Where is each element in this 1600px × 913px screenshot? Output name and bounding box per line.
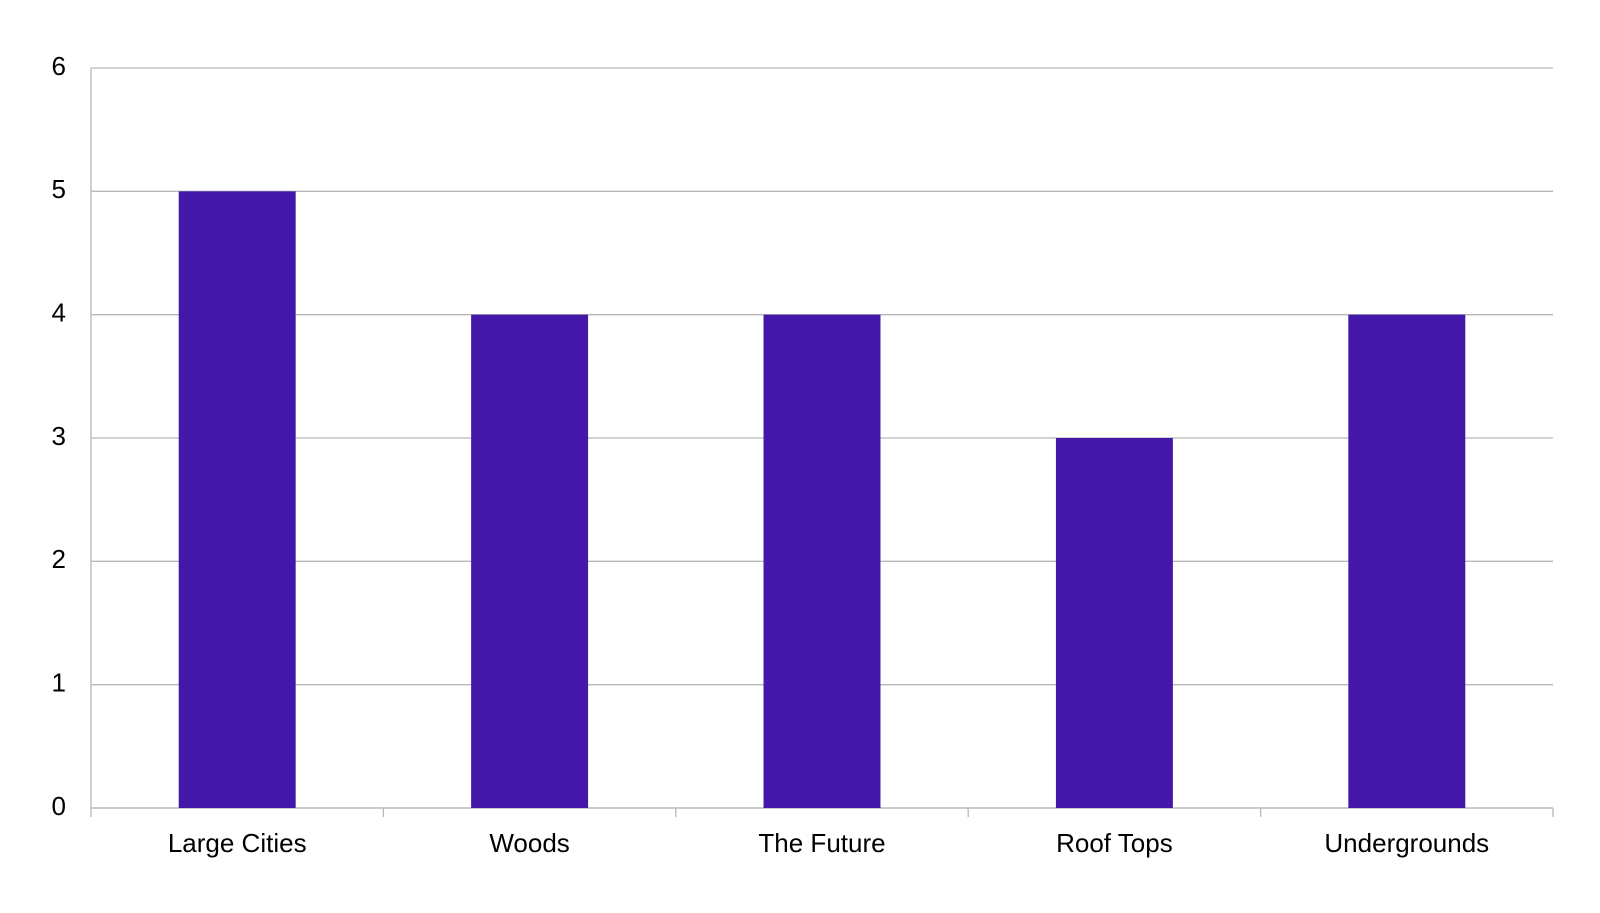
bar	[763, 314, 881, 808]
bar	[471, 314, 589, 808]
bar	[178, 191, 296, 809]
x-tick-label: Roof Tops	[1056, 828, 1173, 858]
y-tick-label: 1	[52, 668, 66, 698]
y-tick-label: 6	[52, 51, 66, 81]
x-tick-label: Large Cities	[168, 828, 307, 858]
y-tick-label: 4	[52, 298, 66, 328]
x-tick-label: The Future	[758, 828, 885, 858]
bar	[1055, 438, 1173, 808]
x-tick-label: Undergrounds	[1324, 828, 1489, 858]
y-tick-label: 0	[52, 791, 66, 821]
y-tick-label: 3	[52, 421, 66, 451]
y-tick-label: 5	[52, 174, 66, 204]
bar	[1348, 314, 1466, 808]
y-tick-label: 2	[52, 544, 66, 574]
x-tick-label: Woods	[489, 828, 569, 858]
